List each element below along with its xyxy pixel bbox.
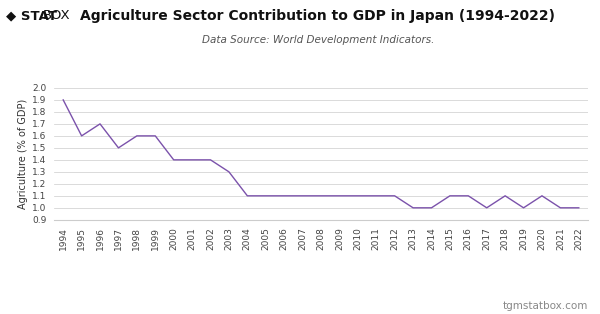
Y-axis label: Agriculture (% of GDP): Agriculture (% of GDP) xyxy=(18,99,28,209)
Text: tgmstatbox.com: tgmstatbox.com xyxy=(503,301,588,311)
Text: BOX: BOX xyxy=(43,9,71,22)
Text: Agriculture Sector Contribution to GDP in Japan (1994-2022): Agriculture Sector Contribution to GDP i… xyxy=(80,9,556,24)
Text: Data Source: World Development Indicators.: Data Source: World Development Indicator… xyxy=(202,35,434,45)
Text: ◆ STAT: ◆ STAT xyxy=(6,9,57,22)
